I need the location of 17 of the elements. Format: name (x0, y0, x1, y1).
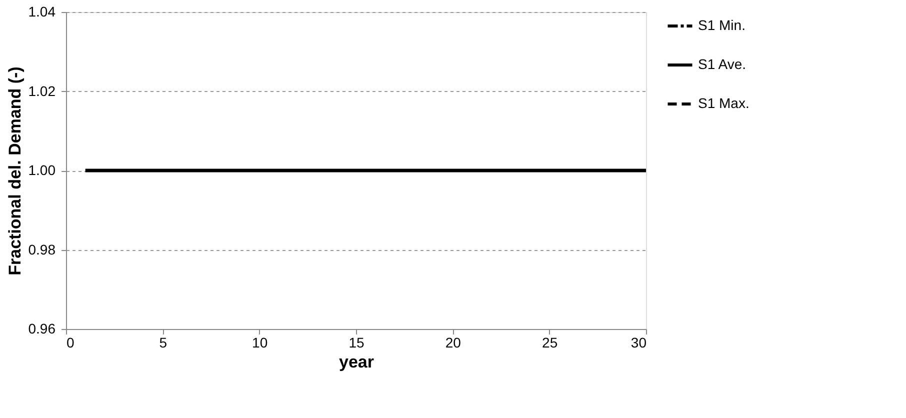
x-tick-label: 25 (542, 334, 558, 350)
x-tick-label: 0 (66, 334, 74, 350)
legend-label: S1 Min. (698, 17, 746, 33)
x-tick-label: 30 (630, 334, 647, 350)
legend-label: S1 Ave. (698, 56, 746, 72)
y-tick-label: 1.02 (28, 82, 56, 99)
y-tick-label: 1.00 (28, 162, 56, 178)
y-tick-label: 0.98 (28, 241, 56, 258)
x-tick-label: 5 (159, 334, 168, 350)
y-tick-label: 0.96 (28, 320, 56, 336)
y-axis-title: Fractional del. Demand (-) (5, 66, 24, 276)
x-axis-title: year (339, 352, 374, 372)
x-tick-label: 15 (348, 334, 364, 350)
x-tick-label: 10 (252, 334, 268, 350)
y-tick-label: 1.04 (28, 4, 56, 20)
x-tick-label: 20 (445, 334, 462, 350)
legend-label: S1 Max. (698, 95, 750, 111)
